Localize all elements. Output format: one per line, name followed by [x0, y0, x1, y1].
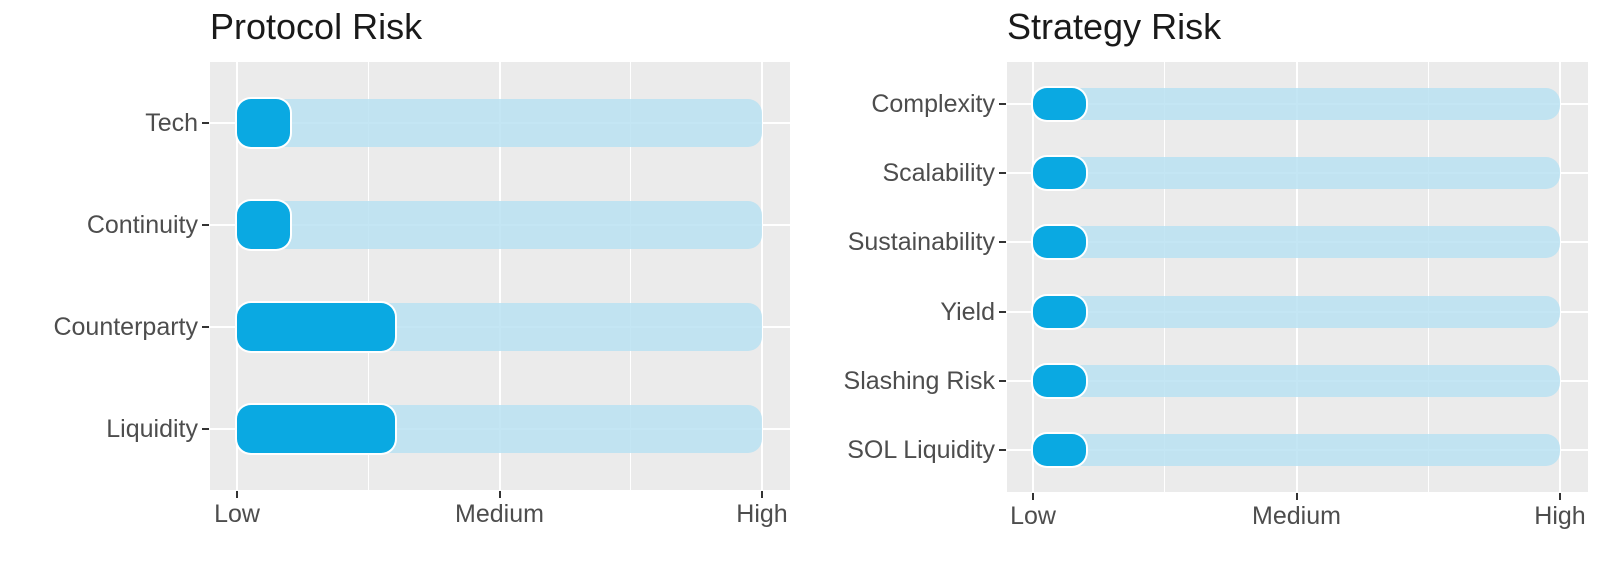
category-label: Yield [940, 297, 995, 326]
category-tick-mark [999, 310, 1006, 313]
minor-gridline [630, 62, 632, 490]
major-gridline [1032, 62, 1034, 492]
category-label: Slashing Risk [843, 367, 995, 396]
risk-track-bar [1033, 365, 1560, 398]
category-label: Continuity [86, 211, 198, 240]
axis-tick-mark [236, 491, 238, 498]
axis-tick-label: Low [214, 500, 260, 528]
major-gridline [761, 62, 763, 490]
risk-track-bar [1033, 87, 1560, 120]
category-tick-mark [999, 449, 1006, 452]
risk-track-bar [1033, 226, 1560, 259]
risk-track-bar [1033, 156, 1560, 189]
axis-tick-label: High [736, 500, 788, 528]
risk-track-bar [1033, 295, 1560, 328]
protocol-risk-chart: Protocol Risk Tech Continuity Counterparty… [53, 6, 790, 528]
category-label: Scalability [882, 158, 995, 187]
major-gridline [236, 62, 238, 490]
axis-tick-label: High [1534, 502, 1586, 530]
category-tick-mark [202, 224, 209, 227]
axis-tick-mark [761, 491, 763, 498]
axis-tick-label: Medium [1252, 502, 1341, 530]
chart-title-strategy-risk: Strategy Risk [1007, 6, 1222, 47]
major-gridline [1559, 62, 1561, 492]
category-label: Tech [145, 109, 198, 138]
risk-value-bar [237, 302, 395, 351]
category-tick-mark [999, 102, 1006, 105]
minor-gridline [1427, 62, 1429, 492]
category-label: Complexity [871, 89, 995, 118]
category-label: SOL Liquidity [847, 436, 995, 465]
axis-tick-label: Medium [455, 500, 544, 528]
risk-value-bar [1033, 365, 1086, 398]
risk-value-bar [237, 201, 290, 250]
axis-tick-mark [498, 491, 501, 498]
axis-tick-mark [1295, 493, 1298, 500]
axis-tick-mark [1559, 493, 1561, 500]
category-tick-mark [202, 325, 209, 328]
minor-gridline [367, 62, 369, 490]
category-label: Liquidity [106, 414, 198, 443]
category-tick-mark [999, 171, 1006, 174]
axis-tick-mark [1032, 493, 1034, 500]
risk-value-bar [1033, 434, 1086, 467]
axis-tick-label: Low [1010, 502, 1056, 530]
category-tick-mark [202, 427, 209, 430]
risk-value-bar [1033, 87, 1086, 120]
major-gridline [1295, 62, 1298, 492]
risk-value-bar [1033, 156, 1086, 189]
category-tick-mark [999, 380, 1006, 383]
risk-value-bar [1033, 226, 1086, 259]
category-tick-mark [202, 122, 209, 125]
risk-value-bar [237, 99, 290, 148]
risk-track-bar [1033, 434, 1560, 467]
category-tick-mark [999, 241, 1006, 244]
risk-value-bar [237, 404, 395, 453]
risk-track-bar [237, 201, 762, 250]
category-label: Counterparty [53, 312, 198, 341]
plot-panel [210, 62, 790, 490]
major-gridline [498, 62, 501, 490]
chart-title-protocol-risk: Protocol Risk [210, 6, 423, 47]
risk-value-bar [1033, 295, 1086, 328]
risk-track-bar [237, 99, 762, 148]
minor-gridline [1164, 62, 1166, 492]
strategy-risk-chart: Strategy Risk Complexity Scalability Susta… [800, 0, 1600, 576]
category-label: Sustainability [847, 228, 995, 257]
plot-panel [1007, 62, 1588, 492]
